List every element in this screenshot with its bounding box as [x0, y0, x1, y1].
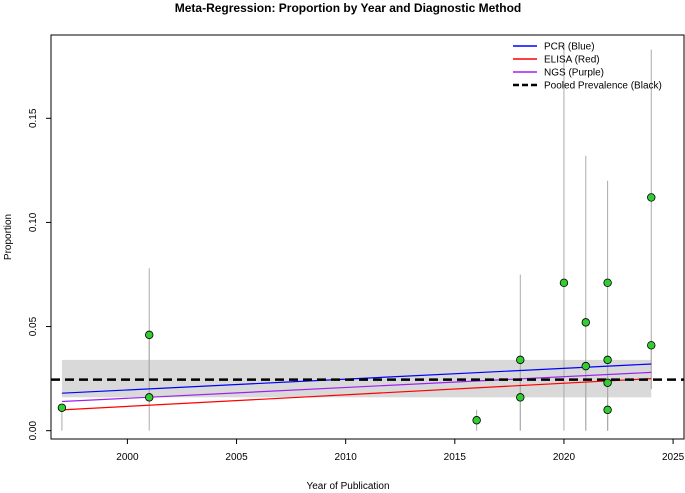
series-line	[61, 363, 652, 394]
chart-title: Meta-Regression: Proportion by Year and …	[175, 1, 522, 15]
data-point	[581, 361, 590, 371]
x-tick-label: 2000	[116, 452, 139, 463]
legend: PCR (Blue) ELISA (Red) NGS (Purple) Pooled …	[513, 42, 662, 92]
y-tick-label: 0.10	[28, 212, 39, 232]
data-point	[145, 393, 154, 402]
x-tick-label: 2010	[335, 452, 358, 463]
data-point	[603, 378, 612, 387]
x-tick-label: 2005	[225, 452, 248, 463]
data-point	[516, 393, 525, 402]
data-point	[603, 278, 612, 288]
data-point	[57, 403, 67, 412]
x-tick-label: 2020	[553, 452, 576, 463]
y-axis-label: Proportion	[3, 214, 14, 260]
x-tick-label: 2025	[662, 452, 685, 463]
data-point	[647, 341, 656, 350]
series-line	[61, 378, 652, 411]
x-tick-label: 2015	[444, 452, 467, 463]
data-point	[603, 405, 612, 415]
legend-label: ELISA (Red)	[544, 55, 600, 66]
legend-label: PCR (Blue)	[544, 42, 595, 53]
y-tick-label: 0.00	[28, 421, 39, 441]
y-tick-label: 0.15	[28, 108, 39, 128]
data-point	[559, 278, 569, 288]
series-line	[61, 371, 652, 403]
data-point	[647, 193, 656, 202]
legend-label: NGS (Purple)	[544, 68, 604, 79]
data-point	[581, 318, 590, 327]
data-point	[516, 355, 525, 365]
data-point	[145, 330, 154, 340]
y-tick-label: 0.05	[28, 316, 39, 336]
data-point	[472, 416, 481, 425]
data-point	[603, 355, 612, 365]
legend-label: Pooled Prevalence (Black)	[544, 81, 662, 92]
x-axis-label: Year of Publication	[306, 481, 389, 492]
